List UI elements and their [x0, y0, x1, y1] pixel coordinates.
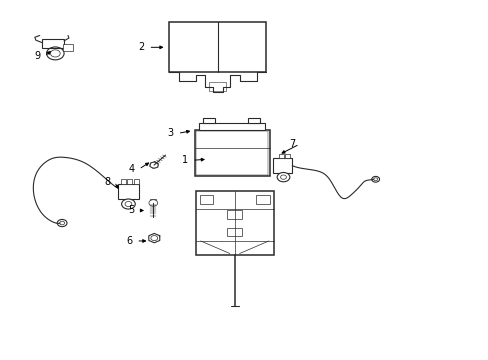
Circle shape: [151, 235, 158, 240]
Bar: [127, 179, 132, 184]
Bar: [194, 130, 269, 176]
Bar: [256, 195, 269, 204]
Circle shape: [371, 176, 379, 182]
Circle shape: [150, 162, 158, 168]
Bar: [208, 82, 226, 91]
Bar: [285, 154, 290, 158]
Bar: [121, 179, 125, 184]
Bar: [199, 123, 264, 130]
Text: 5: 5: [128, 206, 135, 216]
Bar: [63, 44, 73, 51]
Bar: [278, 154, 283, 158]
Bar: [227, 228, 242, 235]
Circle shape: [57, 220, 67, 226]
Bar: [199, 195, 213, 204]
Text: 9: 9: [35, 51, 41, 61]
Bar: [150, 199, 156, 202]
Text: 7: 7: [289, 139, 295, 149]
Bar: [118, 184, 139, 199]
Bar: [227, 211, 242, 220]
Circle shape: [46, 47, 64, 60]
Bar: [247, 118, 260, 123]
Text: 6: 6: [126, 236, 132, 246]
Bar: [272, 158, 292, 173]
Text: 2: 2: [138, 42, 144, 52]
Text: 8: 8: [104, 177, 110, 187]
Bar: [168, 22, 266, 72]
Bar: [42, 39, 64, 48]
Circle shape: [149, 200, 158, 206]
Circle shape: [277, 172, 289, 182]
Bar: [134, 179, 139, 184]
Circle shape: [122, 199, 135, 209]
Text: 3: 3: [167, 129, 173, 138]
Bar: [203, 118, 215, 123]
Text: 4: 4: [128, 164, 135, 174]
Bar: [196, 131, 267, 175]
Bar: [195, 191, 273, 255]
Text: 1: 1: [182, 155, 188, 165]
Circle shape: [50, 50, 60, 57]
